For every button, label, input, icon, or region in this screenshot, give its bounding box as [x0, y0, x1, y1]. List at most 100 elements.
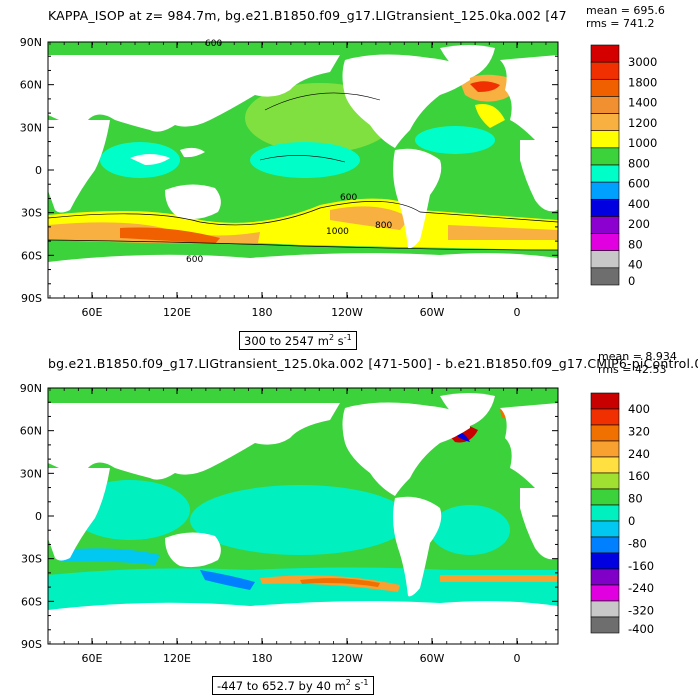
panel1-range-box: 300 to 2547 m2 s-1	[239, 331, 357, 350]
panel2-rms: rms = 42.53	[598, 363, 667, 376]
colorbar-label: 1200	[628, 116, 657, 130]
lat-tick-label: 30N	[20, 467, 42, 480]
lon-tick-label: 180	[252, 652, 273, 665]
panel2-mean: mean = 8.934	[598, 350, 677, 363]
colorbar-swatch	[590, 164, 620, 183]
panel2-colorbar: 400 320 240 160 80 0 -80 -160 -240 -320 -400	[590, 392, 654, 636]
colorbar-label: 600	[628, 177, 650, 191]
lat-tick-label: 60N	[20, 425, 42, 438]
colorbar-swatch	[590, 130, 620, 149]
colorbar-label: -400	[628, 622, 654, 636]
colorbar-label: 800	[628, 156, 650, 170]
panel1-range-suffix: s	[334, 333, 344, 348]
colorbar-swatch	[590, 600, 620, 618]
panel2-range-exp: 2	[345, 678, 351, 687]
colorbar-swatch	[590, 584, 620, 602]
colorbar-label: 80	[628, 237, 643, 251]
lon-tick-label: 0	[514, 652, 521, 665]
colorbar-swatch	[590, 440, 620, 458]
colorbar-swatch	[590, 488, 620, 506]
panel1-mean: mean = 695.6	[586, 4, 665, 17]
colorbar-swatch	[590, 616, 620, 634]
colorbar-label: 1400	[628, 96, 657, 110]
lat-tick-label: 90S	[21, 292, 42, 305]
lat-tick-label: 60S	[21, 249, 42, 262]
colorbar-swatch	[590, 216, 620, 234]
panel2-range-box: -447 to 652.7 by 40 m2 s-1	[212, 676, 374, 695]
colorbar-swatch	[590, 250, 620, 269]
colorbar-label: -240	[628, 581, 654, 595]
panel1-contour-label: 600	[186, 255, 203, 265]
colorbar-label: 200	[628, 217, 650, 231]
colorbar-swatch	[590, 424, 620, 442]
colorbar-swatch	[590, 520, 620, 538]
lat-tick-label: 30S	[21, 207, 42, 220]
colorbar-swatch	[590, 113, 620, 132]
lon-tick-label: 120E	[163, 652, 191, 665]
colorbar-swatch	[590, 147, 620, 166]
colorbar-swatch	[590, 456, 620, 474]
panel1-rms: rms = 741.2	[586, 17, 655, 30]
colorbar-swatch	[590, 61, 620, 80]
colorbar-label: 0	[628, 274, 635, 288]
lat-tick-label: 60S	[21, 595, 42, 608]
colorbar-label: 400	[628, 402, 650, 416]
panel1-range-suffix-exp: -1	[343, 333, 352, 342]
colorbar-label: 1800	[628, 75, 657, 89]
colorbar-swatch	[590, 44, 620, 63]
colorbar-label: 3000	[628, 55, 657, 69]
lon-tick-label: 60E	[82, 652, 103, 665]
panel2-title: bg.e21.B1850.f09_g17.LIGtransient_125.0k…	[48, 356, 698, 371]
colorbar-label: 1000	[628, 136, 657, 150]
lon-tick-label: 60E	[82, 306, 103, 319]
lon-tick-label: 120E	[163, 306, 191, 319]
panel2-range-suffix-exp: -1	[360, 678, 369, 687]
panel1-range-text: 300 to 2547 m	[244, 333, 329, 348]
panel1-contour-label: 600	[340, 193, 357, 203]
lat-tick-label: 0	[35, 164, 42, 177]
colorbar-swatch	[590, 472, 620, 490]
lat-tick-label: 60N	[20, 79, 42, 92]
colorbar-swatch	[590, 78, 620, 97]
panel1-title: KAPPA_ISOP at z= 984.7m, bg.e21.B1850.f0…	[48, 8, 568, 23]
colorbar-swatch	[590, 267, 620, 286]
panel1-contour-label: 600	[205, 39, 222, 49]
colorbar-label: 40	[628, 258, 643, 272]
panel1-range-exp: 2	[328, 333, 335, 342]
colorbar-swatch	[590, 392, 620, 410]
panel2-range-text: -447 to 652.7 by 40 m	[217, 678, 346, 693]
colorbar-label: -320	[628, 604, 654, 618]
lon-tick-label: 60W	[420, 652, 445, 665]
colorbar-swatch	[590, 552, 620, 570]
lon-tick-label: 60W	[420, 306, 445, 319]
colorbar-label: 160	[628, 469, 650, 483]
lon-tick-label: 120W	[331, 306, 363, 319]
colorbar-label: 320	[628, 424, 650, 438]
panel1-map: 600 1000 800 600 600 90N 60N 30N 0 30S 60S 90S…	[20, 36, 559, 319]
colorbar-label: 400	[628, 197, 650, 211]
lat-tick-label: 30N	[20, 121, 42, 134]
lon-tick-label: 180	[252, 306, 273, 319]
lon-tick-label: 120W	[331, 652, 363, 665]
colorbar-swatch	[590, 408, 620, 426]
panel1-contour-label: 1000	[326, 227, 349, 237]
colorbar-label: 240	[628, 447, 650, 461]
lat-tick-label: 90S	[21, 638, 42, 651]
colorbar-label: -160	[628, 559, 654, 573]
panel1-contour-label: 800	[375, 221, 392, 231]
colorbar-label: -80	[628, 536, 647, 550]
lat-tick-label: 30S	[21, 553, 42, 566]
panel2-map: 90N 60N 30N 0 30S 60S 90S 60E 120E 180 120W 60W 0	[20, 382, 559, 665]
lat-tick-label: 90N	[20, 382, 42, 395]
colorbar-label: 80	[628, 492, 643, 506]
colorbar-swatch	[590, 198, 620, 217]
colorbar-swatch	[590, 568, 620, 586]
colorbar-swatch	[590, 96, 620, 114]
colorbar-swatch	[590, 181, 620, 200]
lat-tick-label: 90N	[20, 36, 42, 49]
colorbar-swatch	[590, 536, 620, 554]
colorbar-swatch	[590, 233, 620, 252]
lat-tick-label: 0	[35, 510, 42, 523]
colorbar-label: 0	[628, 514, 635, 528]
